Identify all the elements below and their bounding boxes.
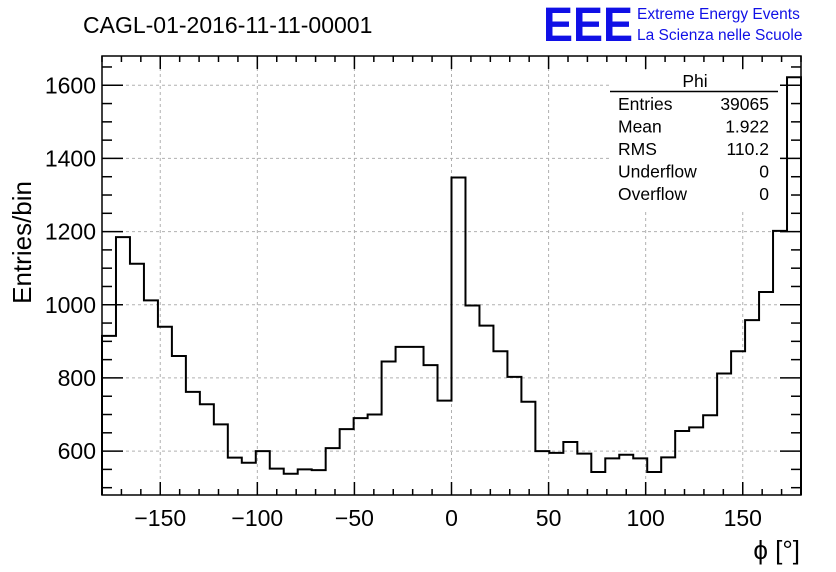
- stats-row-label: RMS: [618, 139, 657, 159]
- y-tick-label: 1600: [45, 72, 96, 98]
- stats-box: Phi Entries 39065 Mean 1.922 RMS 110.2 Underfl…: [610, 70, 778, 210]
- stats-row-label: Entries: [618, 94, 673, 114]
- x-axis-label: ϕ [°]: [753, 535, 800, 565]
- stats-row-value: 110.2: [727, 139, 770, 159]
- x-tick-label: −50: [335, 505, 374, 531]
- stats-rows: Entries 39065 Mean 1.922 RMS 110.2 Underflow 0 O…: [618, 94, 769, 204]
- x-tick-label: 0: [445, 505, 458, 531]
- eee-logo-mark: EEE: [543, 0, 633, 52]
- y-tick-label: 800: [58, 365, 96, 391]
- y-axis-label: Entries/bin: [7, 181, 37, 304]
- logo-line-1: Extreme Energy Events: [637, 6, 800, 23]
- x-tick-labels: −150 −100 −50 0 50 100 150: [134, 505, 762, 531]
- x-tick-label: 150: [724, 505, 762, 531]
- chart-title: CAGL-01-2016-11-11-00001: [83, 12, 372, 38]
- x-tick-label: −100: [231, 505, 283, 531]
- x-tick-label: −150: [134, 505, 186, 531]
- stats-row-label: Underflow: [618, 162, 697, 182]
- stats-row-value: 39065: [720, 94, 769, 114]
- logo-line-2: La Scienza nelle Scuole: [637, 27, 802, 44]
- x-tick-label: 50: [536, 505, 562, 531]
- eee-logo: EEE Extreme Energy Events La Scienza nel…: [543, 0, 802, 52]
- y-tick-label: 1000: [45, 292, 96, 318]
- y-tick-label: 1200: [45, 219, 96, 245]
- y-tick-label: 600: [58, 438, 96, 464]
- stats-row-value: 0: [759, 184, 769, 204]
- stats-row-value: 1.922: [725, 117, 769, 137]
- histogram-outline: [101, 76, 802, 495]
- stats-row-value: 0: [759, 162, 769, 182]
- stats-row-label: Overflow: [618, 184, 687, 204]
- y-tick-label: 1400: [45, 145, 96, 171]
- y-tick-labels: 600 800 1000 1200 1400 1600: [45, 72, 96, 464]
- stats-box-title: Phi: [682, 71, 707, 91]
- x-tick-label: 100: [626, 505, 664, 531]
- stats-box-background: [610, 70, 778, 210]
- axis-ticks: [101, 56, 802, 495]
- stats-row-label: Mean: [618, 117, 662, 137]
